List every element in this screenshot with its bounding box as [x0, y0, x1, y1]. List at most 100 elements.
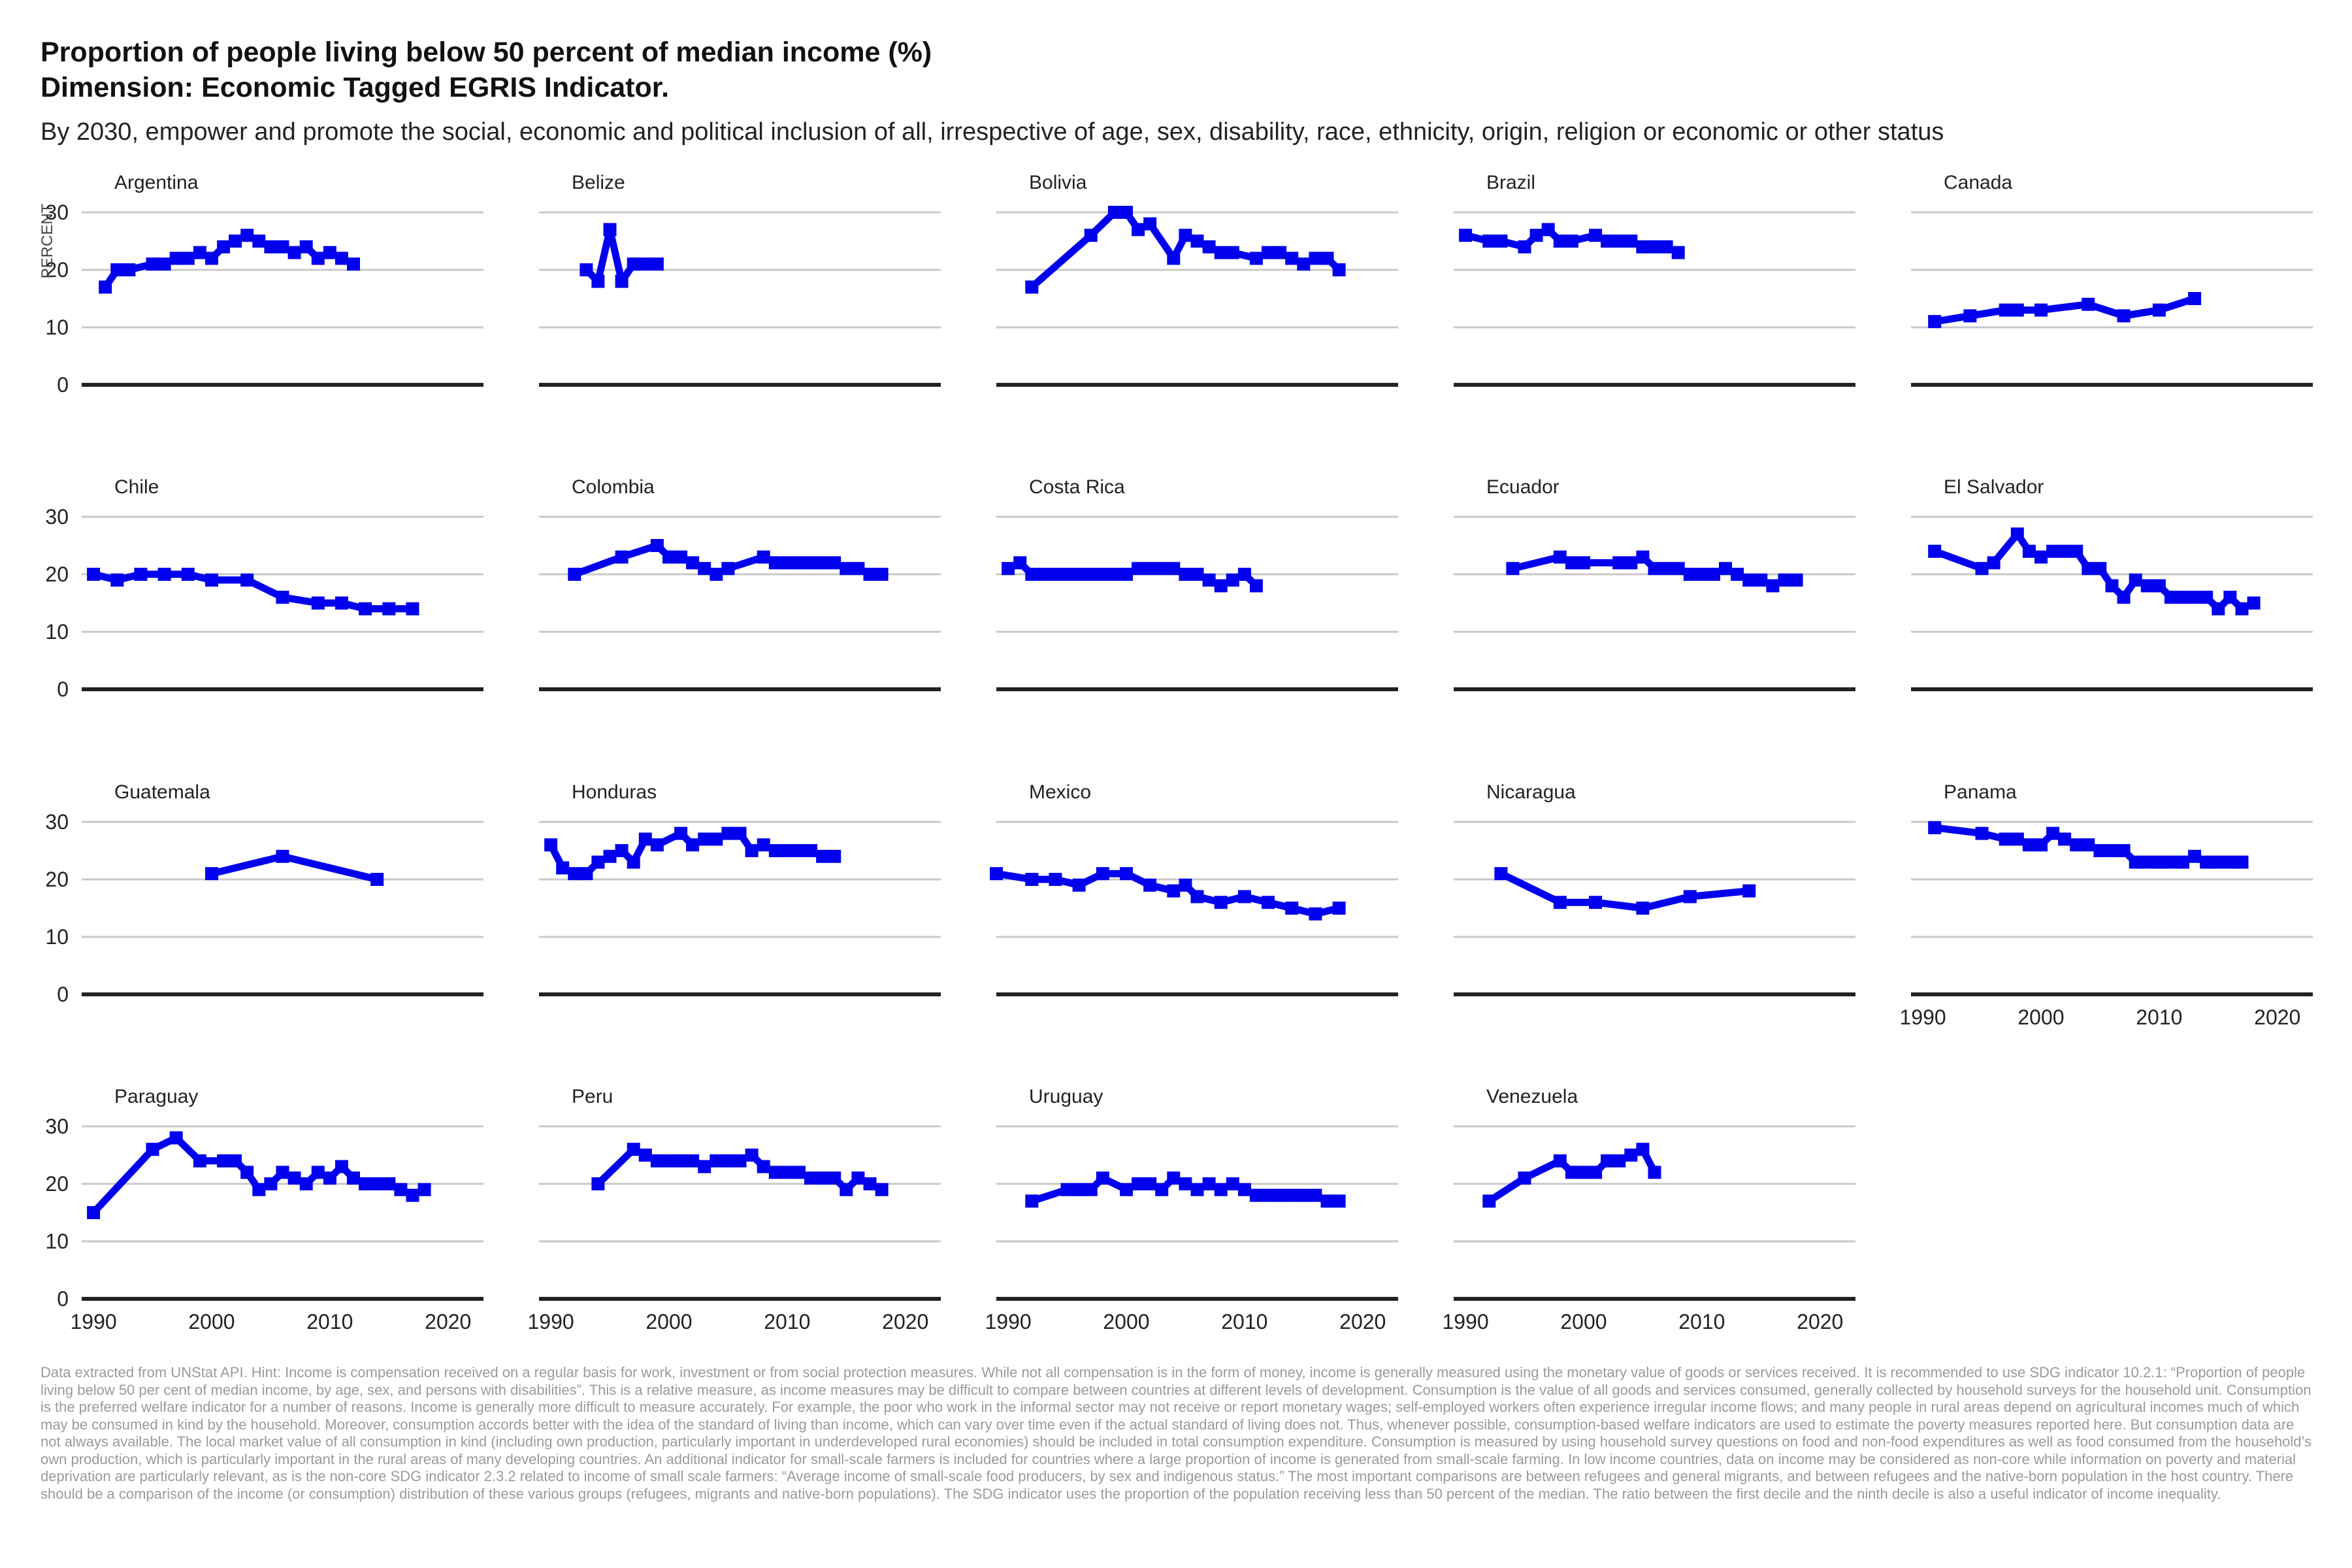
data-point	[1553, 235, 1567, 248]
data-point	[1742, 573, 1756, 587]
data-point	[157, 568, 171, 581]
data-point	[417, 1183, 431, 1196]
data-point	[1084, 1183, 1098, 1196]
data-point	[1766, 579, 1780, 593]
data-point	[1120, 867, 1133, 881]
data-point	[1612, 235, 1626, 248]
data-point	[615, 550, 629, 564]
data-point	[721, 562, 735, 576]
data-point	[745, 1149, 759, 1162]
data-point	[1237, 890, 1251, 904]
panel-title: Colombia	[572, 476, 655, 498]
data-point	[229, 235, 242, 248]
data-point	[733, 826, 747, 840]
data-point	[780, 1166, 794, 1179]
data-point	[662, 550, 676, 564]
panel-title: Argentina	[114, 172, 199, 193]
data-point	[2164, 591, 2178, 604]
panel-bolivia: Bolivia	[996, 172, 1398, 387]
data-point	[780, 556, 794, 570]
data-point	[603, 849, 617, 863]
data-point	[1096, 867, 1109, 881]
y-tick-label: 20	[45, 563, 69, 586]
data-point	[1285, 902, 1299, 915]
data-point	[1589, 1166, 1603, 1179]
data-point	[1332, 1194, 1346, 1208]
series-line	[208, 853, 381, 883]
data-point	[2058, 832, 2072, 846]
data-point	[1719, 562, 1732, 576]
panel-title: Paraguay	[114, 1086, 198, 1107]
data-point	[1577, 1166, 1590, 1179]
data-point	[1072, 878, 1086, 892]
data-point	[1612, 556, 1626, 570]
data-point	[382, 1177, 396, 1190]
data-point	[828, 556, 841, 570]
data-point	[674, 1154, 688, 1168]
y-tick-label: 0	[57, 1287, 69, 1311]
data-point	[721, 826, 735, 840]
data-point	[792, 556, 806, 570]
data-point	[1636, 1143, 1650, 1156]
data-point	[276, 1166, 289, 1179]
data-point	[1565, 235, 1578, 248]
data-point	[2022, 544, 2036, 558]
data-point	[1624, 235, 1638, 248]
data-point	[1107, 206, 1121, 219]
y-tick-label: 30	[45, 201, 69, 224]
panel-venezuela: Venezuela 1990 2000 2010 2020	[1442, 1086, 1855, 1333]
data-point	[2093, 562, 2107, 576]
data-point	[2188, 292, 2202, 305]
x-tick-label: 2010	[2136, 1005, 2182, 1029]
data-point	[1332, 902, 1346, 915]
data-point	[2034, 838, 2048, 852]
data-point	[87, 568, 101, 581]
data-point	[1262, 1188, 1275, 1202]
data-point	[240, 1166, 254, 1179]
data-point	[1143, 878, 1157, 892]
data-point	[1636, 550, 1650, 564]
data-point	[780, 844, 794, 857]
data-point	[217, 240, 231, 253]
series-line	[1497, 870, 1753, 912]
y-tick-label: 10	[45, 925, 69, 949]
data-point	[1754, 573, 1768, 587]
data-point	[1025, 1194, 1039, 1208]
panel-title: Chile	[114, 476, 159, 498]
data-point	[733, 1154, 747, 1168]
data-point	[710, 568, 723, 581]
chart-title-dimension: Dimension: Economic Tagged EGRIS Indicat…	[41, 72, 669, 103]
data-point	[816, 556, 830, 570]
data-point	[157, 257, 171, 271]
data-point	[287, 246, 301, 259]
data-point	[816, 849, 830, 863]
data-point	[1096, 1171, 1109, 1185]
data-point	[544, 838, 558, 852]
data-point	[1214, 579, 1228, 593]
x-tick-label: 2000	[645, 1310, 692, 1333]
panel-title: El Salvador	[1944, 476, 2044, 498]
data-point	[840, 562, 853, 576]
data-point	[2140, 855, 2154, 869]
data-point	[638, 832, 652, 846]
panel-title: Peru	[572, 1086, 613, 1107]
panel-panama: Panama 1990 2000 2010 2020	[1899, 781, 2313, 1029]
data-point	[370, 1177, 384, 1190]
panel-brazil: Brazil	[1454, 172, 1855, 387]
data-point	[686, 1154, 700, 1168]
data-point	[134, 568, 148, 581]
data-point	[1636, 902, 1650, 915]
panel-chile: 0 10 20 30 Chile	[45, 476, 483, 701]
data-point	[1167, 884, 1181, 898]
data-point	[205, 252, 218, 265]
data-point	[1167, 1171, 1181, 1185]
data-point	[556, 861, 570, 875]
data-point	[1143, 562, 1157, 576]
y-tick-label: 0	[57, 678, 69, 701]
y-tick-label: 0	[57, 373, 69, 397]
data-point	[2223, 591, 2237, 604]
data-point	[1731, 568, 1744, 581]
data-point	[710, 832, 723, 846]
y-tick-label: 30	[45, 505, 69, 529]
data-point	[851, 562, 865, 576]
